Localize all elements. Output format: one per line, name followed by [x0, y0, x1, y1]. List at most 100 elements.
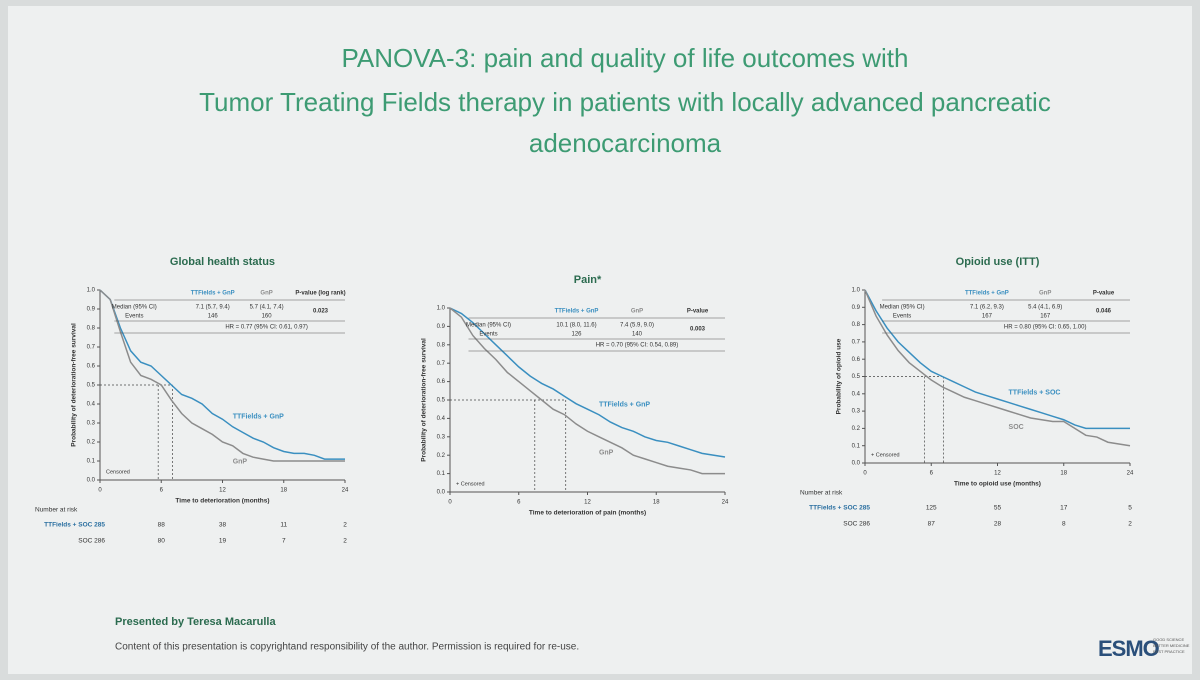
- risk-value: 7: [282, 538, 286, 545]
- y-tick-label: 0.1: [437, 471, 446, 477]
- y-tick-label: 0.2: [852, 426, 861, 432]
- risk-title: Number at risk: [35, 507, 78, 514]
- censored-label: + Censored: [456, 481, 485, 487]
- y-tick-label: 0.9: [437, 324, 446, 330]
- censored-label: Censored: [106, 469, 130, 475]
- table-cell: 0.046: [1096, 309, 1112, 315]
- table-header: P-value: [1093, 291, 1115, 297]
- slide-title: adenocarcinoma: [529, 128, 722, 158]
- hazard-ratio: HR = 0.70 (95% CI: 0.54, 0.89): [596, 343, 679, 349]
- x-axis-label: Time to deterioration of pain (months): [529, 510, 646, 517]
- series-label: GnP: [599, 450, 614, 457]
- y-tick-label: 1.0: [852, 288, 861, 294]
- y-tick-label: 0.7: [437, 361, 446, 367]
- table-cell: 160: [262, 314, 273, 320]
- hazard-ratio: HR = 0.80 (95% CI: 0.65, 1.00): [1004, 325, 1087, 331]
- series-label: SOC: [1009, 424, 1024, 431]
- curve: [449, 307, 726, 458]
- risk-title: Number at risk: [800, 490, 843, 497]
- table-cell: 140: [632, 332, 643, 338]
- table-row-label: Events: [893, 314, 911, 320]
- slide-title: Tumor Treating Fields therapy in patient…: [199, 87, 1051, 117]
- x-tick-label: 6: [930, 471, 934, 477]
- risk-value: 2: [343, 538, 347, 545]
- logo-tagline: GOOD SCIENCE: [1153, 637, 1184, 642]
- y-tick-label: 1.0: [437, 306, 446, 312]
- x-tick-label: 24: [1127, 471, 1134, 477]
- y-tick-label: 0.0: [437, 490, 446, 496]
- x-tick-label: 0: [863, 471, 867, 477]
- table-cell: 0.003: [690, 327, 706, 333]
- y-tick-label: 0.5: [437, 398, 446, 404]
- table-row-label: Events: [479, 332, 497, 338]
- x-tick-label: 18: [653, 500, 660, 506]
- table-row-label: Median (95% CI): [466, 323, 511, 329]
- y-tick-label: 0.6: [437, 379, 446, 385]
- risk-value: 11: [280, 522, 287, 529]
- risk-value: 2: [343, 522, 347, 529]
- y-axis-label: Probability of deterioration-free surviv…: [421, 338, 428, 462]
- y-tick-label: 0.8: [437, 342, 446, 348]
- x-axis-label: Time to deterioration (months): [175, 498, 269, 505]
- curve: [449, 307, 725, 475]
- risk-label: TTFields + SOC 285: [809, 505, 870, 512]
- y-tick-label: 0.3: [437, 434, 446, 440]
- risk-value: 87: [928, 521, 936, 528]
- risk-value: 19: [219, 538, 227, 545]
- y-tick-label: 0.8: [87, 326, 96, 332]
- y-tick-label: 0.0: [852, 461, 861, 467]
- table-header: GnP: [1039, 291, 1051, 297]
- y-tick-label: 0.9: [87, 307, 96, 313]
- censored-label: + Censored: [871, 452, 900, 458]
- table-cell: 0.023: [313, 309, 329, 315]
- table-header: P-value (log rank): [295, 291, 345, 297]
- y-tick-label: 0.2: [87, 440, 96, 446]
- x-axis-label: Time to opioid use (months): [954, 481, 1041, 488]
- y-tick-label: 0.6: [852, 357, 861, 363]
- risk-value: 5: [1128, 505, 1132, 512]
- y-tick-label: 0.3: [852, 409, 861, 415]
- chart-title: Global health status: [170, 256, 275, 268]
- x-tick-label: 24: [722, 500, 729, 506]
- y-tick-label: 0.7: [87, 345, 96, 351]
- x-tick-label: 18: [280, 488, 287, 494]
- table-header: TTFields + GnP: [555, 309, 599, 315]
- table-cell: 7.1 (5.7, 9.4): [196, 305, 230, 311]
- x-tick-label: 12: [584, 500, 591, 506]
- risk-label: SOC 286: [843, 521, 870, 528]
- risk-label: TTFields + SOC 285: [44, 522, 105, 529]
- y-tick-label: 0.9: [852, 305, 861, 311]
- risk-value: 55: [994, 505, 1002, 512]
- risk-value: 2: [1128, 521, 1132, 528]
- table-cell: 7.4 (5.9, 9.0): [620, 323, 654, 329]
- table-cell: 5.4 (4.1, 6.9): [1028, 305, 1062, 311]
- risk-value: 17: [1060, 505, 1068, 512]
- chart-title: Opioid use (ITT): [956, 256, 1040, 268]
- y-tick-label: 0.0: [87, 478, 96, 484]
- series-label: TTFields + GnP: [233, 414, 284, 421]
- logo-tagline: BEST PRACTICE: [1153, 649, 1185, 654]
- table-row-label: Events: [125, 314, 143, 320]
- table-cell: 7.1 (6.2, 9.3): [970, 305, 1004, 311]
- table-header: GnP: [631, 309, 643, 315]
- table-cell: 167: [1040, 314, 1051, 320]
- x-tick-label: 6: [517, 500, 521, 506]
- notice: Content of this presentation is copyrigh…: [115, 642, 579, 653]
- x-tick-label: 12: [994, 471, 1001, 477]
- table-cell: 146: [208, 314, 219, 320]
- table-header: TTFields + GnP: [191, 291, 235, 297]
- y-tick-label: 0.4: [87, 402, 96, 408]
- y-tick-label: 0.3: [87, 421, 96, 427]
- curve: [99, 289, 345, 462]
- risk-value: 88: [158, 522, 166, 529]
- risk-value: 8: [1062, 521, 1066, 528]
- table-cell: 126: [571, 332, 582, 338]
- logo-tagline: BETTER MEDICINE: [1153, 643, 1190, 648]
- y-tick-label: 0.1: [87, 459, 96, 465]
- series-label: TTFields + GnP: [599, 402, 650, 409]
- y-tick-label: 0.5: [87, 383, 96, 389]
- table-cell: 167: [982, 314, 993, 320]
- y-tick-label: 0.5: [852, 374, 861, 380]
- y-tick-label: 1.0: [87, 288, 96, 294]
